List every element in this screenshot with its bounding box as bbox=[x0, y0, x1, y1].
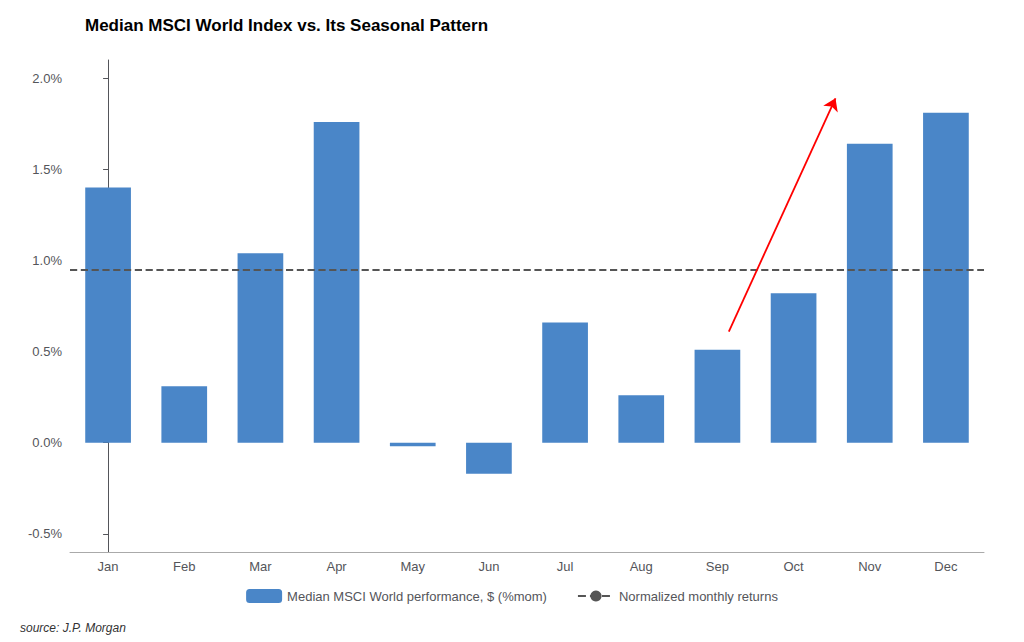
svg-text:Jan: Jan bbox=[98, 559, 119, 574]
svg-text:Dec: Dec bbox=[934, 559, 958, 574]
svg-text:Jul: Jul bbox=[557, 559, 574, 574]
svg-text:0.5%: 0.5% bbox=[32, 344, 62, 359]
svg-text:Mar: Mar bbox=[249, 559, 272, 574]
svg-text:Aug: Aug bbox=[630, 559, 653, 574]
svg-text:Median MSCI World Index vs. It: Median MSCI World Index vs. Its Seasonal… bbox=[85, 16, 488, 35]
svg-text:Normalized monthly returns: Normalized monthly returns bbox=[619, 589, 778, 604]
svg-text:1.5%: 1.5% bbox=[32, 162, 62, 177]
svg-text:2.0%: 2.0% bbox=[32, 71, 62, 86]
svg-text:Nov: Nov bbox=[858, 559, 882, 574]
svg-text:Sep: Sep bbox=[706, 559, 729, 574]
svg-text:Oct: Oct bbox=[783, 559, 804, 574]
svg-text:0.0%: 0.0% bbox=[32, 435, 62, 450]
svg-text:source: J.P. Morgan: source: J.P. Morgan bbox=[20, 621, 126, 635]
svg-text:May: May bbox=[400, 559, 425, 574]
svg-text:-0.5%: -0.5% bbox=[28, 526, 62, 541]
svg-text:Apr: Apr bbox=[326, 559, 347, 574]
svg-text:Jun: Jun bbox=[478, 559, 499, 574]
svg-text:Median MSCI World performance,: Median MSCI World performance, $ (%mom) bbox=[287, 589, 547, 604]
svg-text:1.0%: 1.0% bbox=[32, 253, 62, 268]
svg-text:Feb: Feb bbox=[173, 559, 195, 574]
